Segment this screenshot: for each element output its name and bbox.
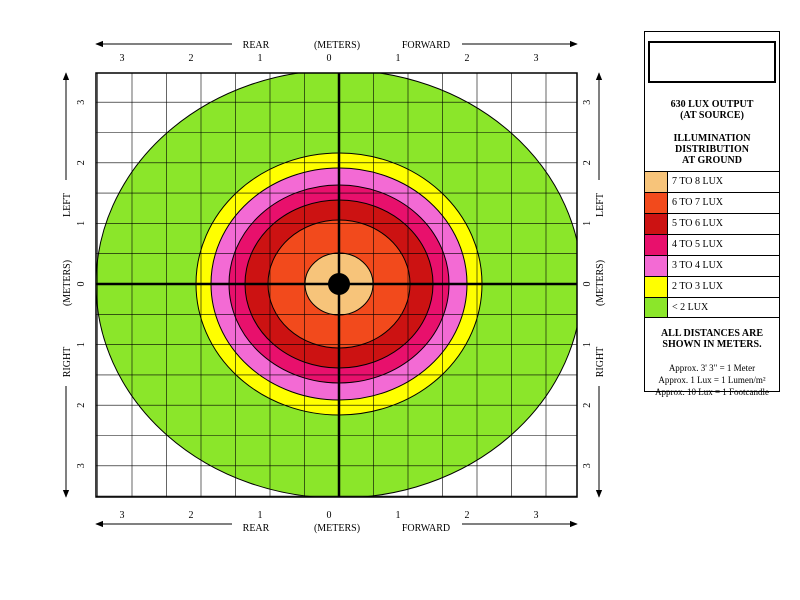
conversion-lux: Approx. 1 Lux = 1 Lumen/m² [658,375,766,385]
tick-label: 0 [582,282,593,287]
top-tick-labels: 3 2 1 0 1 2 3 [120,53,539,64]
tick-label: 1 [76,342,87,347]
right-side-right-label: RIGHT [595,347,606,378]
distribution-line-1: ILLUMINATION [673,133,751,144]
tick-label: 0 [327,510,332,521]
tick-label: 3 [582,463,593,468]
legend-label: 2 TO 3 LUX [672,281,724,292]
right-side-left-label: LEFT [595,193,606,217]
left-side-right-label: RIGHT [62,347,73,378]
legend-swatch [645,214,668,234]
legend-label: 3 TO 4 LUX [672,260,724,271]
tick-label: 3 [582,100,593,105]
legend-row: < 2 LUX [645,297,779,318]
conversion-notes: Approx. 3' 3" = 1 Meter Approx. 1 Lux = … [645,362,779,398]
legend-row: 4 TO 5 LUX [645,234,779,255]
legend-color-key: 7 TO 8 LUX 6 TO 7 LUX 5 TO 6 LUX 4 TO 5 LUX… [645,171,779,318]
tick-label: 3 [120,510,125,521]
tick-label: 1 [258,510,263,521]
tick-label: 2 [582,160,593,165]
tick-label: 2 [189,53,194,64]
left-tick-labels: 3 2 1 0 1 2 3 [76,100,87,469]
bottom-tick-labels: 3 2 1 0 1 2 3 [120,510,539,521]
distribution-heading: ILLUMINATION DISTRIBUTION AT GROUND [645,133,779,166]
tick-label: 2 [76,403,87,408]
left-side-meters-label: (METERS) [62,260,73,306]
grid-lines [96,73,577,497]
note-line-2: SHOWN IN METERS. [662,339,762,350]
legend-label: 6 TO 7 LUX [672,197,724,208]
top-meters-label: (METERS) [314,40,360,51]
legend-row: 2 TO 3 LUX [645,276,779,297]
left-side-left-label: LEFT [62,193,73,217]
legend-swatch [645,193,668,213]
legend-label: < 2 LUX [672,302,709,313]
tick-label: 2 [465,510,470,521]
tick-label: 2 [465,53,470,64]
legend-blank-box [648,41,776,83]
source-output-heading: 630 LUX OUTPUT (AT SOURCE) [645,99,779,121]
tick-label: 2 [189,510,194,521]
tick-label: 3 [76,463,87,468]
tick-label: 3 [534,510,539,521]
legend-swatch [645,235,668,255]
tick-label: 0 [76,282,87,287]
output-line-2: (AT SOURCE) [680,110,744,121]
tick-label: 1 [582,342,593,347]
legend-label: 4 TO 5 LUX [672,239,724,250]
legend-label: 7 TO 8 LUX [672,176,724,187]
legend-panel: 630 LUX OUTPUT (AT SOURCE) ILLUMINATION … [644,31,780,397]
top-forward-label: FORWARD [402,40,450,51]
legend-label: 5 TO 6 LUX [672,218,724,229]
meters-note: ALL DISTANCES ARE SHOWN IN METERS. [645,328,779,350]
tick-label: 3 [76,100,87,105]
tick-label: 1 [76,221,87,226]
distribution-line-2: DISTRIBUTION [675,144,749,155]
tick-label: 1 [258,53,263,64]
legend-row: 7 TO 8 LUX [645,171,779,192]
conversion-meter: Approx. 3' 3" = 1 Meter [668,363,756,373]
tick-label: 1 [582,221,593,226]
tick-label: 0 [327,53,332,64]
distribution-line-3: AT GROUND [682,155,742,166]
legend-swatch [645,298,668,317]
bottom-meters-label: (METERS) [314,523,360,534]
legend-swatch [645,172,668,192]
legend-swatch [645,256,668,276]
tick-label: 2 [76,160,87,165]
right-side-meters-label: (METERS) [595,260,606,306]
output-line-1: 630 LUX OUTPUT [670,99,754,110]
right-tick-labels: 3 2 1 0 1 2 3 [582,100,593,469]
legend-row: 3 TO 4 LUX [645,255,779,276]
legend-swatch [645,277,668,297]
bottom-rear-label: REAR [243,523,270,534]
tick-label: 1 [396,510,401,521]
bottom-forward-label: FORWARD [402,523,450,534]
light-source-marker [328,273,350,295]
top-rear-label: REAR [243,40,270,51]
legend-row: 6 TO 7 LUX [645,192,779,213]
grid-border [95,72,578,498]
tick-label: 3 [534,53,539,64]
tick-label: 3 [120,53,125,64]
note-line-1: ALL DISTANCES ARE [660,328,764,339]
tick-label: 1 [396,53,401,64]
tick-label: 2 [582,403,593,408]
conversion-footcandle: Approx. 10 Lux = 1 Footcandle [654,387,770,397]
legend-row: 5 TO 6 LUX [645,213,779,234]
